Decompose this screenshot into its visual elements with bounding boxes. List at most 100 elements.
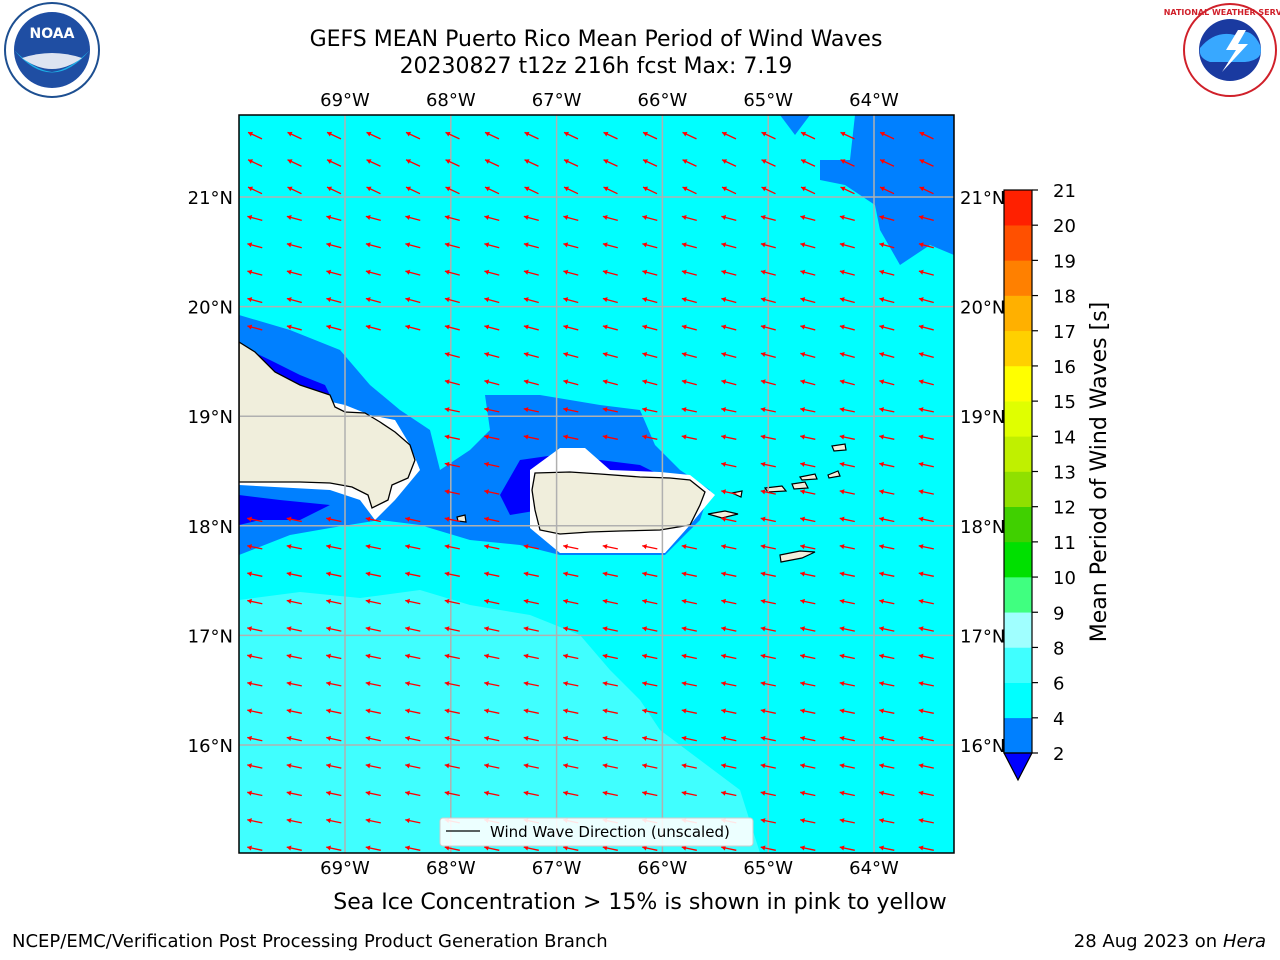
colorbar-segment (1004, 365, 1032, 402)
direction-arrow (800, 407, 816, 413)
direction-arrow (286, 242, 302, 249)
colorbar-tick-label: 21 (1053, 181, 1076, 202)
direction-arrow (523, 269, 539, 276)
direction-arrow (839, 626, 855, 632)
direction-arrow (879, 489, 895, 495)
direction-arrow (365, 626, 381, 632)
direction-arrow (800, 763, 816, 769)
direction-arrow (879, 571, 895, 577)
direction-arrow (484, 626, 500, 632)
direction-arrow (839, 214, 855, 221)
direction-arrow (839, 407, 855, 413)
direction-arrow (918, 708, 934, 714)
direction-arrow (523, 544, 539, 550)
legend-label: Wind Wave Direction (unscaled) (490, 823, 730, 841)
direction-arrow (365, 681, 381, 687)
direction-arrow (681, 845, 697, 851)
direction-arrow (563, 653, 579, 660)
noaa-logo-text: NOAA (30, 26, 75, 42)
colorbar-label: Mean Period of Wind Waves [s] (1087, 302, 1112, 642)
direction-arrow (444, 407, 460, 413)
direction-arrow (523, 790, 539, 797)
direction-arrow (445, 131, 460, 140)
direction-arrow (286, 763, 302, 769)
direction-arrow (879, 159, 895, 167)
latitude-ticks-left: 21°N 20°N 19°N 18°N 17°N 16°N (188, 188, 233, 757)
chart-title: GEFS MEAN Puerto Rico Mean Period of Win… (309, 27, 883, 52)
direction-arrow (642, 434, 658, 440)
land-culebra (730, 490, 743, 498)
direction-arrow (523, 351, 539, 358)
direction-arrow (800, 516, 816, 523)
direction-arrow (879, 297, 895, 304)
lon-tick-label-bottom: 69°W (320, 858, 370, 879)
colorbar-tick-label: 9 (1053, 603, 1064, 624)
colorbar-segment (1004, 190, 1032, 226)
direction-arrow (879, 763, 895, 769)
direction-arrow (326, 790, 342, 797)
lat-tick-label-left: 19°N (188, 407, 233, 428)
direction-arrow (326, 186, 342, 195)
direction-arrow (405, 626, 421, 632)
direction-arrow (445, 186, 460, 195)
direction-arrow (642, 845, 658, 851)
colorbar-tick-label: 12 (1053, 498, 1076, 519)
direction-arrow (918, 818, 934, 824)
direction-arrow (800, 434, 816, 440)
direction-arrow (563, 708, 579, 714)
direction-arrow (405, 735, 421, 742)
direction-arrow (405, 571, 421, 577)
direction-arrow (365, 214, 381, 221)
chart-subtitle: 20230827 t12z 216h fcst Max: 7.19 (399, 54, 793, 79)
direction-arrow (247, 516, 263, 523)
direction-arrow (839, 516, 855, 523)
direction-arrow (563, 186, 579, 195)
direction-arrow (326, 324, 342, 331)
direction-arrow (602, 653, 618, 660)
longitude-ticks-top: 69°W 68°W 67°W 66°W 65°W 64°W (320, 90, 899, 111)
direction-arrow (444, 763, 460, 769)
direction-arrow (444, 845, 460, 851)
direction-arrow (918, 790, 934, 797)
direction-arrow (800, 159, 816, 167)
direction-arrow (918, 461, 934, 468)
colorbar-segment (1004, 541, 1032, 578)
direction-arrow (326, 681, 342, 687)
direction-arrow (563, 681, 579, 687)
direction-arrow (365, 242, 381, 249)
direction-arrow (484, 790, 500, 797)
direction-arrow (800, 351, 816, 358)
direction-arrow (602, 735, 618, 742)
direction-arrow (721, 461, 737, 468)
direction-arrow (839, 269, 855, 276)
colorbar-segment (1004, 225, 1032, 261)
direction-arrow (484, 407, 500, 413)
direction-arrow (642, 214, 658, 221)
direction-arrow (721, 214, 737, 221)
direction-arrow (405, 845, 421, 851)
direction-arrow (405, 681, 421, 687)
direction-arrow (800, 790, 816, 797)
direction-arrow (365, 516, 381, 523)
direction-arrow (286, 653, 302, 660)
direction-arrow (642, 544, 658, 550)
colorbar: 2 4 6 8 9 10 11 12 13 14 15 16 17 18 19 20 21 (1003, 181, 1076, 782)
direction-arrow (484, 763, 500, 769)
direction-arrow (760, 626, 776, 632)
direction-arrow (839, 461, 855, 468)
direction-arrow (326, 131, 342, 140)
direction-arrow (523, 324, 539, 331)
direction-arrow (563, 735, 579, 742)
direction-arrow (879, 131, 895, 140)
direction-arrow (681, 571, 697, 577)
lat-tick-label-right: 18°N (960, 517, 1005, 538)
direction-arrow (247, 681, 263, 687)
lon-tick-label-top: 64°W (849, 90, 899, 111)
lat-tick-label-right: 20°N (960, 298, 1005, 319)
direction-arrow (602, 434, 618, 440)
direction-arrow (563, 626, 579, 632)
direction-arrow (405, 324, 421, 331)
direction-arrow (800, 626, 816, 632)
direction-arrow (484, 214, 500, 221)
direction-arrow (721, 516, 737, 523)
